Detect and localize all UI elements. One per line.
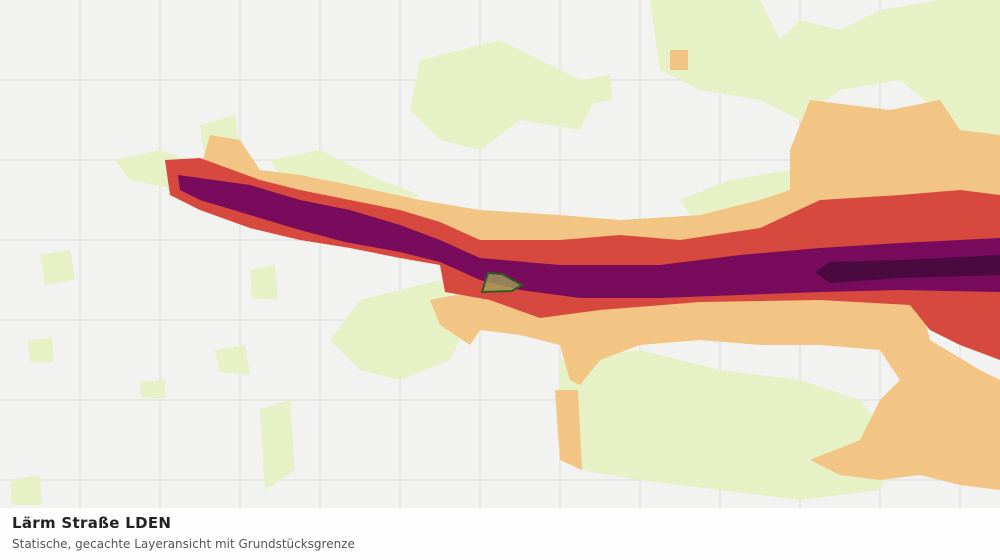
noise-class-medium bbox=[430, 290, 1000, 490]
noise-class-extreme bbox=[815, 255, 1000, 283]
noise-class-medium bbox=[555, 390, 582, 470]
layer-subtitle: Statische, gecachte Layeransicht mit Gru… bbox=[12, 537, 355, 551]
noise-class-low bbox=[10, 0, 1000, 505]
noise-class-high bbox=[165, 158, 1000, 360]
noise-class-very-high bbox=[178, 175, 1000, 298]
info-panel: Lärm Straße LDEN Statische, gecachte Lay… bbox=[0, 508, 1000, 560]
parcel-boundary bbox=[480, 271, 525, 294]
layer-title: Lärm Straße LDEN bbox=[12, 514, 172, 532]
noise-class-medium bbox=[670, 50, 688, 70]
